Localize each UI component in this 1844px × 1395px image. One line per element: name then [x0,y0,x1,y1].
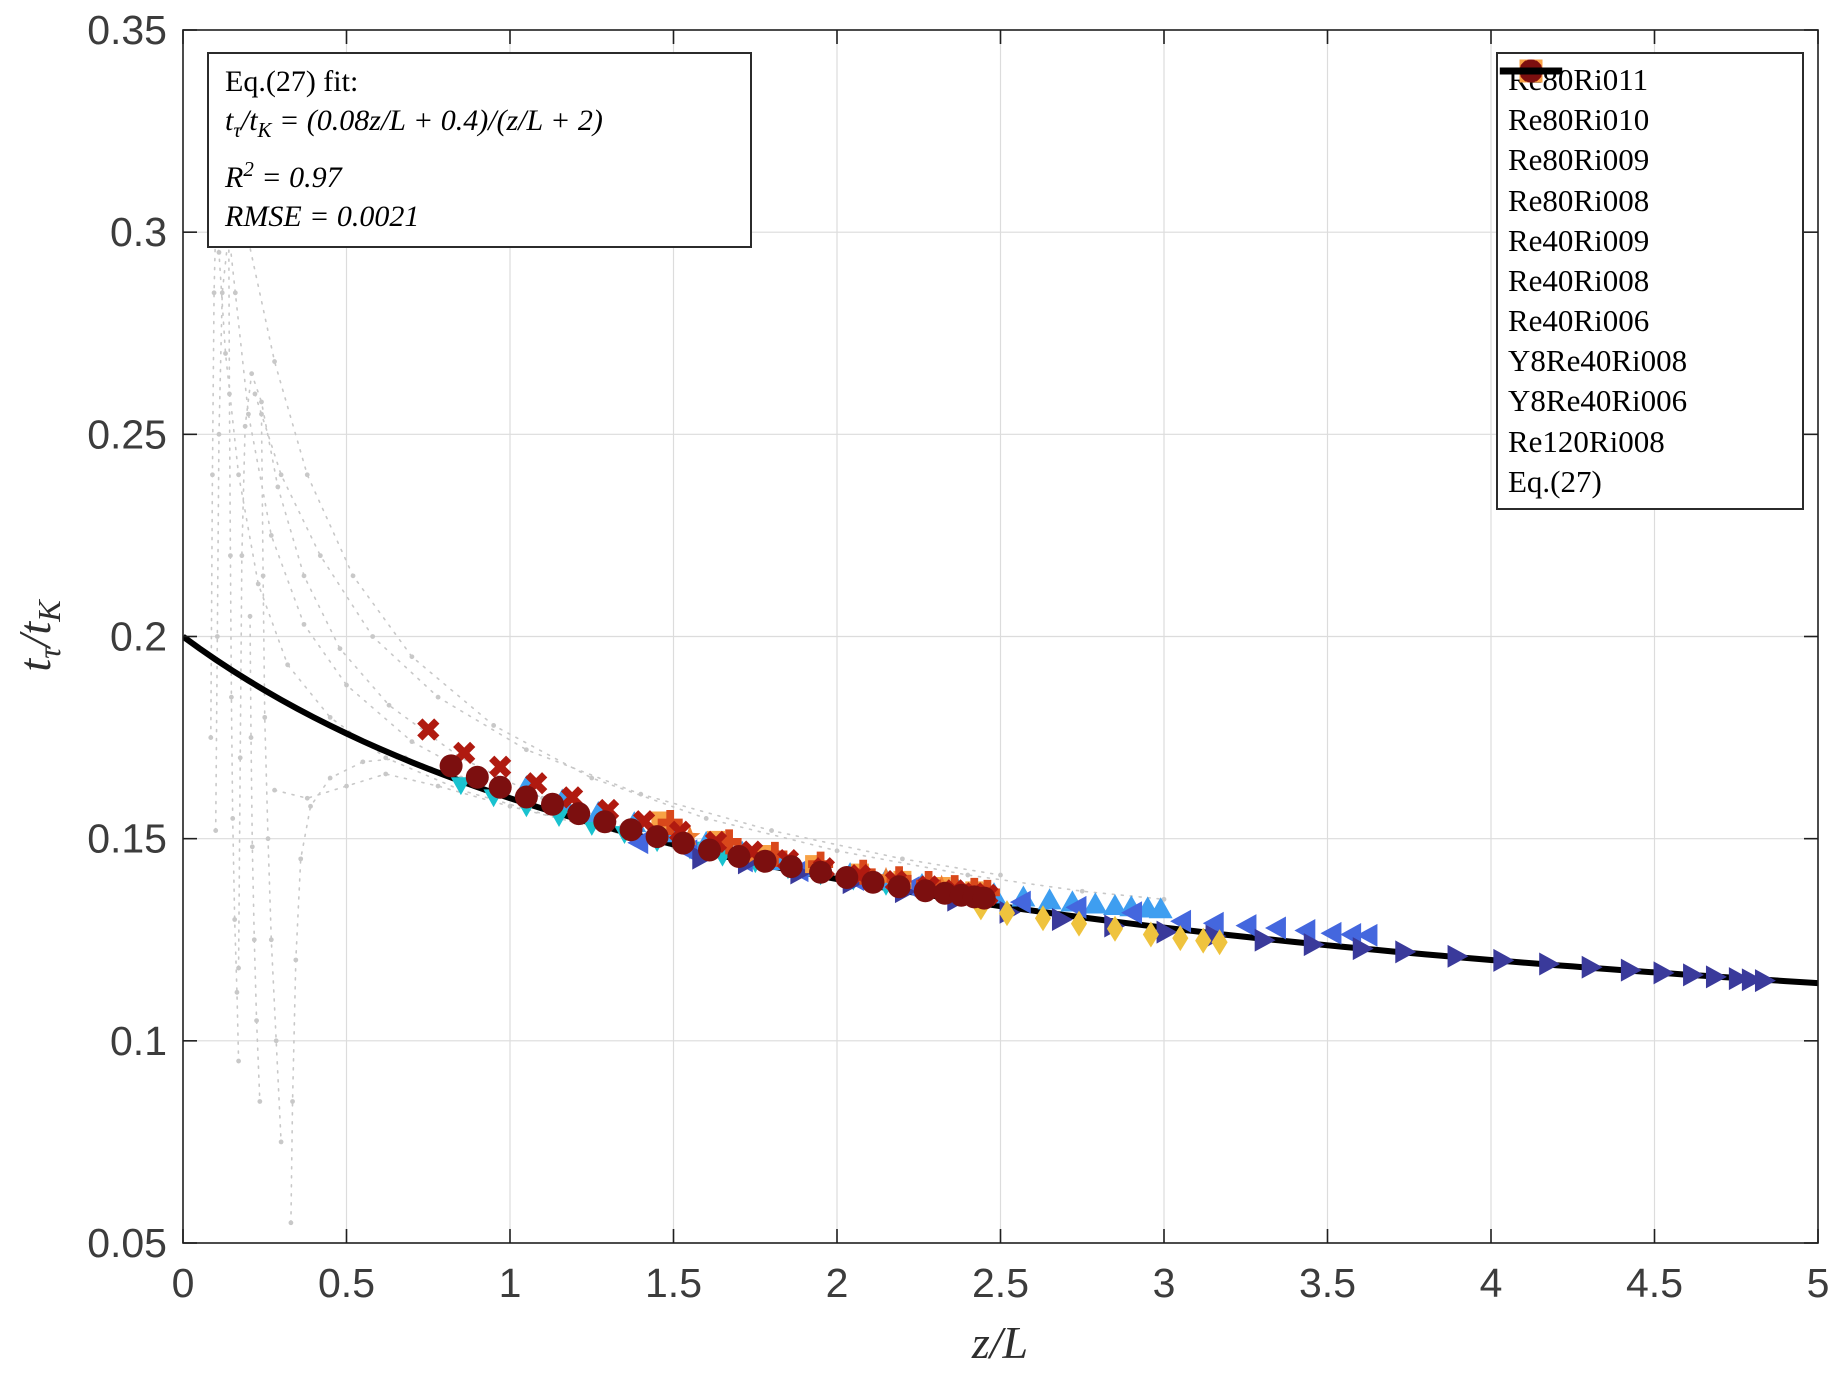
series-Re80Ri009 [514,775,1173,919]
x-tick-label: 0.5 [318,1260,375,1306]
legend-label: Re80Ri009 [1508,142,1650,178]
x-tick-label: 3 [1153,1260,1176,1306]
legend-marker-line-icon [1499,67,1563,75]
annotation-line-title: Eq.(27) fit: [225,65,359,98]
x-tick-label: 5 [1807,1260,1830,1306]
fit-annotation-box: Eq.(27) fit: tτ/tK = (0.08z/L + 0.4)/(z/… [207,52,752,248]
legend: Re80Ri011 Re80Ri010 Re80Ri009 Re80Ri008 Re40… [1496,52,1804,510]
y-tick-label: 0.1 [110,1018,167,1064]
x-tick-label: 1 [499,1260,522,1306]
legend-entry-re40ri006: Re40Ri006 [1508,59,1798,339]
background-profiles [208,221,1167,1226]
legend-label: Re40Ri008 [1508,262,1650,298]
y-tick-label: 0.05 [87,1220,167,1266]
x-tick-label: 4 [1480,1260,1503,1306]
x-tick-label: 0 [172,1260,195,1306]
legend-entry-re40ri009: Re40Ri009 [1508,59,1798,259]
legend-entry-re40ri008: Re40Ri008 [1508,59,1798,299]
legend-entry-re80ri009: Re80Ri009 [1508,59,1798,178]
series-Re120Ri008 [439,754,996,910]
legend-entry-y8re40ri008: Y8Re40Ri008 [1508,59,1798,379]
legend-entry-eq.(27): Eq.(27) [1499,67,1798,500]
y-tick-label: 0.3 [110,209,167,255]
legend-entry-re120ri008: Re120Ri008 [1508,59,1798,460]
annotation-line-rmse: RMSE = 0.0021 [225,200,420,233]
legend-entry-y8re40ri006: Y8Re40Ri006 [1508,60,1798,419]
legend-label: Re40Ri006 [1508,303,1650,339]
y-tick-label: 0.2 [110,614,167,660]
annotation-line-equation: tτ/tK = (0.08z/L + 0.4)/(z/L + 2) [225,104,603,142]
legend-label: Eq.(27) [1508,463,1602,499]
legend-label: Re80Ri008 [1508,182,1650,218]
y-tick-label: 0.15 [87,816,167,862]
y-axis-label: tτ/tK [8,600,68,672]
legend-label: Re80Ri010 [1508,102,1650,138]
legend-label: Y8Re40Ri006 [1508,383,1688,419]
y-tick-label: 0.35 [87,7,167,53]
x-tick-label: 4.5 [1626,1260,1683,1306]
legend-label: Re40Ri009 [1508,222,1650,258]
legend-entry-re80ri008: Re80Ri008 [1508,63,1798,219]
y-tick-label: 0.25 [87,411,167,457]
x-tick-label: 3.5 [1299,1260,1356,1306]
annotation-line-r2: R2 = 0.97 [225,157,342,194]
x-tick-label: 2.5 [972,1260,1029,1306]
axes: 0 0.5 1 1.5 2 2.5 3 3.5 4 4.5 5 0.05 0.1 0.15 0.2 0.25 0… [87,7,1829,1306]
legend-label: Y8Re40Ri008 [1508,343,1688,379]
x-tick-label: 2 [826,1260,849,1306]
x-tick-label: 1.5 [645,1260,702,1306]
legend-label: Re120Ri008 [1508,423,1665,459]
legend-entry-re80ri010: Re80Ri010 [1508,61,1798,138]
x-axis-label: z/L [971,1317,1029,1368]
